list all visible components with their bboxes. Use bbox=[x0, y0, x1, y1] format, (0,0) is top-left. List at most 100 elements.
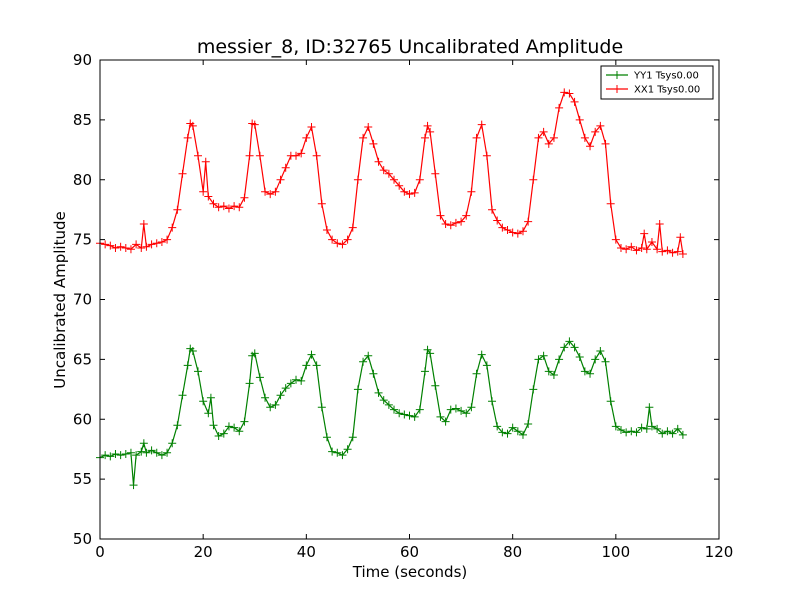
data-point bbox=[369, 139, 378, 148]
x-tick-label: 120 bbox=[705, 543, 734, 561]
data-point bbox=[673, 247, 682, 256]
data-point bbox=[524, 217, 533, 226]
data-point bbox=[250, 120, 259, 129]
data-point bbox=[645, 403, 654, 412]
y-tick-label: 85 bbox=[73, 111, 92, 129]
data-point bbox=[390, 405, 399, 414]
data-point bbox=[575, 352, 584, 361]
data-point bbox=[451, 218, 460, 227]
data-point bbox=[410, 188, 419, 197]
data-point bbox=[632, 428, 641, 437]
data-point bbox=[271, 400, 280, 409]
data-point bbox=[178, 169, 187, 178]
data-point bbox=[343, 445, 352, 454]
data-point bbox=[276, 175, 285, 184]
data-point bbox=[591, 355, 600, 364]
data-point bbox=[426, 127, 435, 136]
data-point bbox=[508, 423, 517, 432]
y-tick-label: 50 bbox=[73, 530, 92, 548]
data-point bbox=[555, 103, 564, 112]
data-point bbox=[384, 169, 393, 178]
legend-marker bbox=[613, 71, 621, 79]
data-point bbox=[482, 151, 491, 160]
data-point bbox=[201, 157, 210, 166]
data-point bbox=[395, 409, 404, 418]
data-point bbox=[292, 375, 301, 384]
data-point bbox=[255, 373, 264, 382]
data-point bbox=[420, 133, 429, 142]
data-point bbox=[297, 149, 306, 158]
data-point bbox=[611, 422, 620, 431]
data-point bbox=[606, 199, 615, 208]
data-point bbox=[431, 381, 440, 390]
data-point bbox=[632, 246, 641, 255]
data-point bbox=[101, 451, 110, 460]
data-point bbox=[116, 451, 125, 460]
data-point bbox=[317, 403, 326, 412]
data-point bbox=[549, 370, 558, 379]
data-point bbox=[472, 369, 481, 378]
data-point bbox=[451, 404, 460, 413]
data-point bbox=[188, 346, 197, 355]
data-point bbox=[658, 429, 667, 438]
data-point bbox=[549, 133, 558, 142]
data-point bbox=[544, 367, 553, 376]
data-point bbox=[157, 451, 166, 460]
data-point bbox=[121, 244, 130, 253]
data-point bbox=[534, 133, 543, 142]
data-point bbox=[423, 121, 432, 130]
data-point bbox=[601, 357, 610, 366]
data-point bbox=[139, 439, 148, 448]
data-point bbox=[642, 424, 651, 433]
data-point bbox=[183, 133, 192, 142]
data-point bbox=[457, 406, 466, 415]
data-point bbox=[555, 355, 564, 364]
data-point bbox=[498, 428, 507, 437]
plot-frame bbox=[99, 59, 720, 540]
data-point bbox=[596, 346, 605, 355]
data-point bbox=[173, 421, 182, 430]
data-point bbox=[353, 385, 362, 394]
y-tick-label: 60 bbox=[73, 410, 92, 428]
data-point bbox=[322, 433, 331, 442]
x-axis-label: Time (seconds) bbox=[352, 563, 468, 581]
data-point bbox=[673, 424, 682, 433]
data-point bbox=[374, 157, 383, 166]
data-point bbox=[152, 448, 161, 457]
data-point bbox=[678, 249, 687, 258]
data-point bbox=[261, 393, 270, 402]
data-point bbox=[658, 247, 667, 256]
x-tick-label: 20 bbox=[194, 543, 213, 561]
data-point bbox=[333, 239, 342, 248]
data-point bbox=[139, 220, 148, 229]
data-point bbox=[668, 248, 677, 257]
data-point bbox=[322, 226, 331, 235]
data-point bbox=[240, 193, 249, 202]
data-point bbox=[281, 384, 290, 393]
data-point bbox=[498, 223, 507, 232]
data-point bbox=[513, 427, 522, 436]
y-tick-label: 55 bbox=[73, 470, 92, 488]
data-point bbox=[503, 429, 512, 438]
data-point bbox=[539, 351, 548, 360]
y-axis: 50 55 60 65 70 75 80 85 90 bbox=[73, 51, 719, 548]
data-point bbox=[616, 244, 625, 253]
data-point bbox=[405, 190, 414, 199]
data-point bbox=[462, 409, 471, 418]
data-point bbox=[126, 245, 135, 254]
data-point bbox=[245, 379, 254, 388]
x-tick-label: 0 bbox=[95, 543, 105, 561]
data-point bbox=[467, 403, 476, 412]
legend-box bbox=[600, 65, 714, 100]
data-point bbox=[591, 127, 600, 136]
series-yy1 bbox=[96, 337, 687, 490]
legend: YY1 Tsys0.00 XX1 Tsys0.00 bbox=[600, 65, 714, 100]
data-point bbox=[219, 202, 228, 211]
data-point bbox=[586, 142, 595, 151]
data-point bbox=[524, 420, 533, 429]
y-tick-label: 70 bbox=[73, 291, 92, 309]
data-point bbox=[163, 235, 172, 244]
data-point bbox=[230, 202, 239, 211]
data-point bbox=[420, 367, 429, 376]
